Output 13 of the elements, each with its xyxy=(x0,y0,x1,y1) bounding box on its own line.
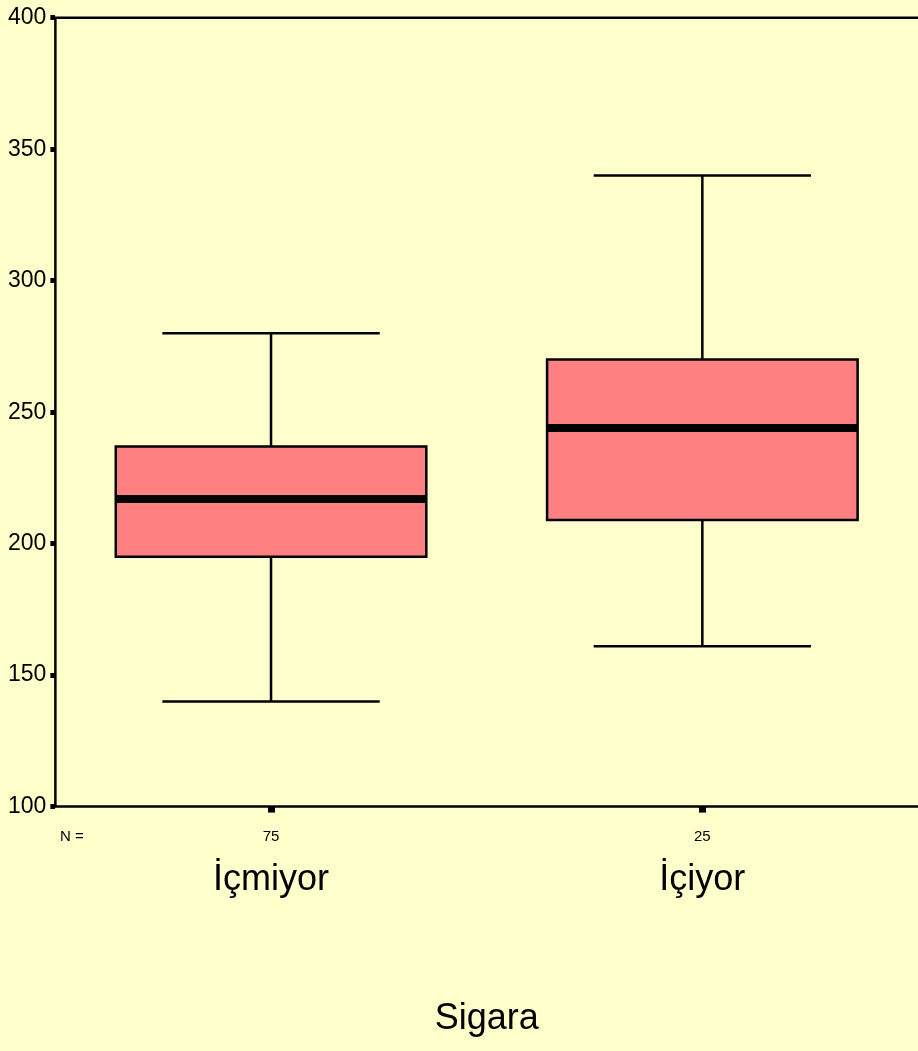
y-tick-label: 300 xyxy=(8,266,47,293)
x-axis-title: Sigara xyxy=(434,996,540,1038)
y-tick-label: 200 xyxy=(8,529,47,556)
text: 75 xyxy=(262,826,280,844)
x-tick-label: İçiyor xyxy=(659,857,746,899)
y-tick-label: 400 xyxy=(8,3,47,30)
y-tick-label: 350 xyxy=(8,134,47,161)
y-tick-label: 150 xyxy=(8,660,47,687)
text: 25 xyxy=(694,826,711,844)
x-tick-label: İçmiyor xyxy=(213,857,330,899)
y-tick-label: 100 xyxy=(8,791,47,818)
y-tick-label: 250 xyxy=(8,397,47,424)
text: N = xyxy=(60,826,84,844)
